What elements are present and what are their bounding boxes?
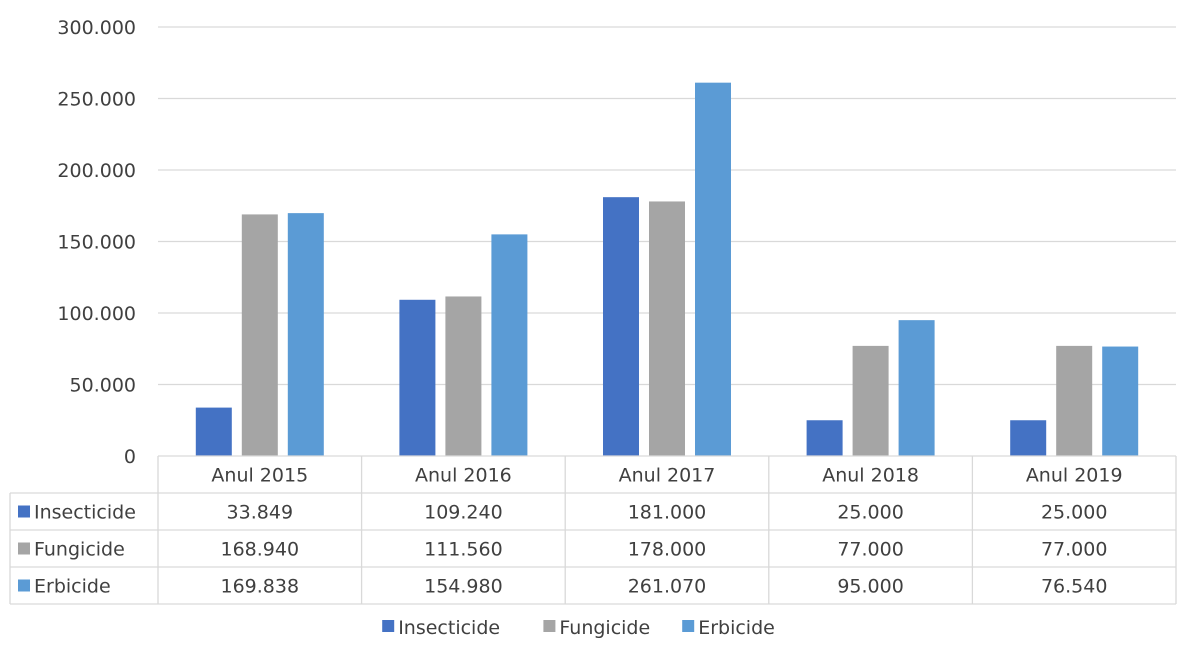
bar-fungicide-4	[852, 345, 889, 456]
category-label: Anul 2015	[211, 465, 308, 487]
table-series-swatch	[18, 505, 30, 518]
y-axis: 0 50.000 100.000 150.000 200.000 250.000 300.0…	[57, 17, 136, 468]
data-label: 33.849	[227, 502, 293, 524]
legend-swatch-erbicide	[682, 620, 695, 632]
bar-insecticide-5	[1010, 420, 1047, 456]
y-tick-label: 300.000	[57, 17, 136, 39]
data-label: 77.000	[1041, 539, 1107, 561]
data-label: 168.940	[221, 539, 300, 561]
bar-fungicide-2	[445, 296, 482, 456]
legend-label-fungicide: Fungicide	[559, 617, 650, 639]
bar-fungicide-3	[649, 201, 685, 456]
bar-insecticide-3	[603, 197, 639, 457]
data-label: 77.000	[837, 539, 903, 561]
data-label: 109.240	[424, 502, 503, 524]
bar-erbicide-1	[287, 213, 324, 456]
data-label: 178.000	[628, 539, 707, 561]
data-label: 25.000	[1041, 502, 1107, 524]
y-tick-label: 150.000	[57, 232, 136, 254]
data-label: 111.560	[424, 539, 503, 561]
legend-label-erbicide: Erbicide	[698, 617, 775, 639]
legend-swatch-insecticide	[382, 620, 395, 632]
data-label: 154.980	[424, 576, 503, 598]
category-label: Anul 2016	[415, 465, 512, 487]
table-series-name: Erbicide	[34, 576, 111, 598]
legend-swatch-fungicide	[543, 620, 556, 632]
table-series-swatch	[18, 542, 30, 555]
y-tick-label: 100.000	[57, 303, 136, 325]
category-label: Anul 2017	[619, 465, 716, 487]
bar-erbicide-5	[1102, 346, 1139, 456]
data-label: 261.070	[628, 576, 707, 598]
bar-insecticide-2	[399, 299, 436, 456]
data-label: 25.000	[837, 502, 903, 524]
bar-insecticide-1	[195, 407, 232, 456]
legend: Insecticide Fungicide Erbicide	[382, 617, 775, 639]
bar-erbicide-2	[491, 234, 528, 456]
bar-fungicide-1	[241, 214, 278, 456]
table-series-name: Fungicide	[34, 539, 125, 561]
y-tick-label: 250.000	[57, 89, 136, 111]
legend-label-insecticide: Insecticide	[398, 617, 500, 639]
category-label: Anul 2018	[822, 465, 919, 487]
table-series-swatch	[18, 579, 30, 592]
bar-erbicide-3	[695, 82, 731, 457]
bar-erbicide-4	[898, 320, 935, 456]
y-tick-label: 0	[124, 446, 136, 468]
y-tick-label: 50.000	[70, 375, 136, 397]
y-tick-label: 200.000	[57, 160, 136, 182]
table-series-name: Insecticide	[34, 502, 136, 524]
bars	[195, 82, 1139, 457]
data-label: 181.000	[628, 502, 707, 524]
bar-insecticide-4	[806, 420, 843, 456]
bar-fungicide-5	[1056, 345, 1093, 456]
data-label: 95.000	[837, 576, 903, 598]
data-label: 169.838	[221, 576, 300, 598]
category-label: Anul 2019	[1026, 465, 1123, 487]
data-label: 76.540	[1041, 576, 1107, 598]
data-table: Anul 2015 Anul 2016 Anul 2017 Anul 2018 Anul…	[9, 455, 1177, 605]
